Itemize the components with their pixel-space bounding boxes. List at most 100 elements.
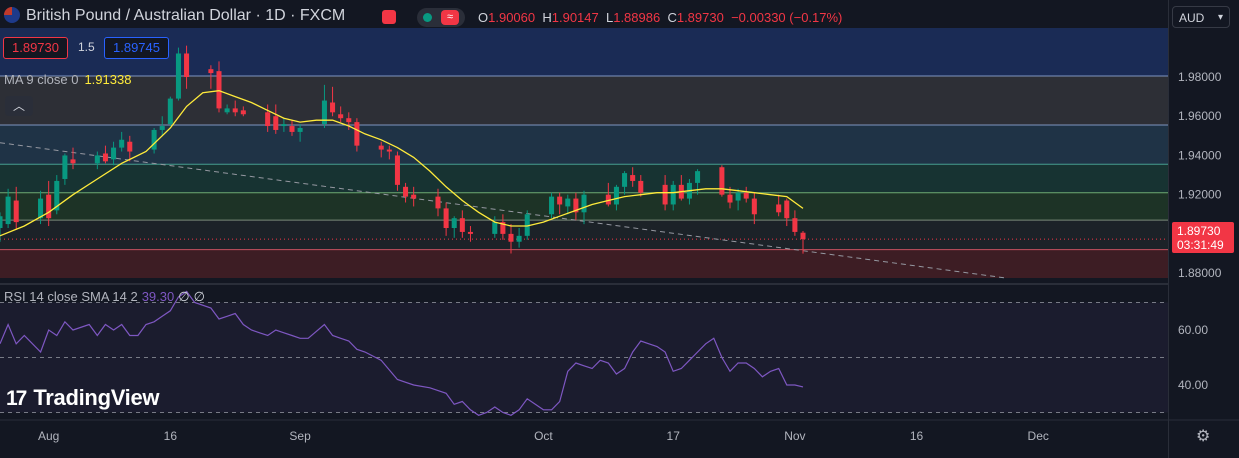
rsi-legend[interactable]: RSI 14 close SMA 14 2 39.30 ∅ ∅: [4, 289, 205, 305]
candle-body-1: [5, 196, 11, 225]
candle-body-26: [289, 126, 295, 132]
market-status-pill[interactable]: ≈: [417, 8, 465, 27]
symbol-title[interactable]: British Pound / Australian Dollar · 1D ·…: [4, 7, 345, 25]
candle-body-32: [354, 122, 360, 146]
time-tick-label-0: Aug: [38, 429, 59, 443]
candle-body-7: [70, 159, 76, 164]
last-price-value: 1.89730: [1177, 224, 1221, 238]
candle-body-11: [119, 139, 125, 148]
candle-body-58: [662, 184, 668, 205]
candle-body-5: [54, 180, 60, 211]
chevron-down-icon: ▾: [1217, 12, 1223, 23]
market-open-dot-icon: [423, 13, 432, 22]
candle-body-24: [273, 116, 279, 130]
low-label: L: [605, 10, 614, 25]
candle-body-56: [630, 175, 636, 181]
candle-body-23: [265, 112, 271, 127]
price-zone-1: [0, 76, 1168, 126]
ma-legend-value: 1.91338: [84, 72, 132, 87]
candle-body-54: [613, 186, 619, 205]
candle-body-48: [549, 196, 555, 215]
candle-body-27: [297, 128, 303, 132]
candle-body-18: [208, 69, 214, 74]
candle-body-9: [102, 153, 108, 162]
rsi-legend-value: 39.30: [141, 289, 175, 304]
candle-body-31: [346, 118, 352, 123]
price-tick-label-0: 1.98000: [1178, 70, 1222, 84]
tradingview-logo[interactable]: 17 TradingView: [6, 385, 160, 411]
candle-body-30: [338, 114, 344, 119]
change-value: −0.00330 (−0.17%): [731, 10, 843, 25]
price-tick-label-2: 1.94000: [1178, 148, 1222, 162]
candle-body-59: [670, 184, 676, 205]
candle-body-63: [719, 167, 725, 195]
price-tick-label-4: 1.88000: [1178, 266, 1222, 280]
symbol-title-text: British Pound / Australian Dollar · 1D ·…: [26, 7, 346, 24]
candle-body-62: [695, 171, 701, 183]
candle-body-47: [524, 214, 530, 236]
low-value: 1.88986: [613, 10, 661, 25]
candle-body-13: [151, 129, 157, 150]
candle-body-51: [573, 198, 579, 213]
price-tick-label-1: 1.96000: [1178, 109, 1222, 123]
time-tick-label-3: Oct: [534, 429, 553, 443]
price-zone-3: [0, 164, 1168, 193]
candle-body-39: [443, 208, 449, 228]
candle-body-66: [743, 192, 749, 199]
candle-body-69: [784, 200, 790, 219]
open-value: 1.90060: [488, 10, 536, 25]
high-label: H: [542, 10, 552, 25]
rsi-tick-label-0: 60.00: [1178, 323, 1208, 337]
candle-body-0: [0, 216, 3, 228]
candle-body-20: [224, 108, 230, 113]
price-zone-2: [0, 125, 1168, 165]
time-tick-label-2: Sep: [289, 429, 311, 443]
rsi-line: [0, 290, 804, 416]
time-tick-label-7: Dec: [1028, 429, 1049, 443]
candle-body-28: [321, 100, 327, 125]
candle-body-45: [508, 233, 514, 242]
time-tick-label-4: 17: [667, 429, 681, 443]
rsi-legend-empty-1: ∅: [178, 289, 190, 304]
currency-select-value: AUD: [1179, 11, 1205, 25]
candle-body-21: [232, 108, 238, 113]
candle-body-41: [459, 218, 465, 232]
ohlc-readout: O1.90060 H1.90147 L1.88986 C1.89730 −0.0…: [478, 10, 842, 25]
rsi-legend-empty-2: ∅: [193, 289, 205, 304]
candle-body-10: [111, 147, 117, 160]
candle-body-16: [175, 53, 181, 99]
time-tick-label-5: Nov: [784, 429, 805, 443]
candle-body-38: [435, 196, 441, 209]
candle-body-53: [605, 194, 611, 205]
candle-body-57: [638, 180, 644, 193]
last-price-label: 1.89730 03:31:49: [1172, 222, 1234, 253]
candle-body-37: [411, 194, 417, 199]
candle-body-50: [565, 198, 571, 207]
flag-marker-icon[interactable]: [382, 10, 396, 24]
candle-body-33: [378, 145, 384, 150]
ma-legend-label: MA 9 close 0: [4, 72, 79, 87]
tradingview-mark-icon: 17: [6, 387, 27, 410]
close-label: C: [667, 10, 677, 25]
candle-body-42: [467, 231, 473, 234]
sell-button[interactable]: 1.89730: [3, 37, 68, 59]
settings-gear-icon[interactable]: ⚙: [1196, 428, 1211, 445]
bar-countdown: 03:31:49: [1177, 238, 1224, 252]
rsi-legend-label: RSI 14 close SMA 14 2: [4, 289, 138, 304]
buy-button[interactable]: 1.89745: [104, 37, 169, 59]
candle-body-29: [330, 102, 336, 113]
candle-body-19: [216, 71, 222, 109]
currency-select[interactable]: AUD ▾: [1172, 6, 1230, 28]
candle-body-3: [38, 198, 44, 219]
candle-body-55: [622, 173, 628, 187]
candle-body-4: [46, 194, 52, 219]
collapse-legend-button[interactable]: ︿: [5, 96, 33, 116]
candle-body-22: [240, 110, 246, 115]
candle-body-35: [394, 155, 400, 185]
time-tick-label-1: 16: [164, 429, 178, 443]
ma-legend[interactable]: MA 9 close 0 1.91338: [4, 72, 131, 87]
candle-body-34: [386, 149, 392, 152]
high-value: 1.90147: [551, 10, 599, 25]
candle-body-43: [492, 222, 498, 234]
